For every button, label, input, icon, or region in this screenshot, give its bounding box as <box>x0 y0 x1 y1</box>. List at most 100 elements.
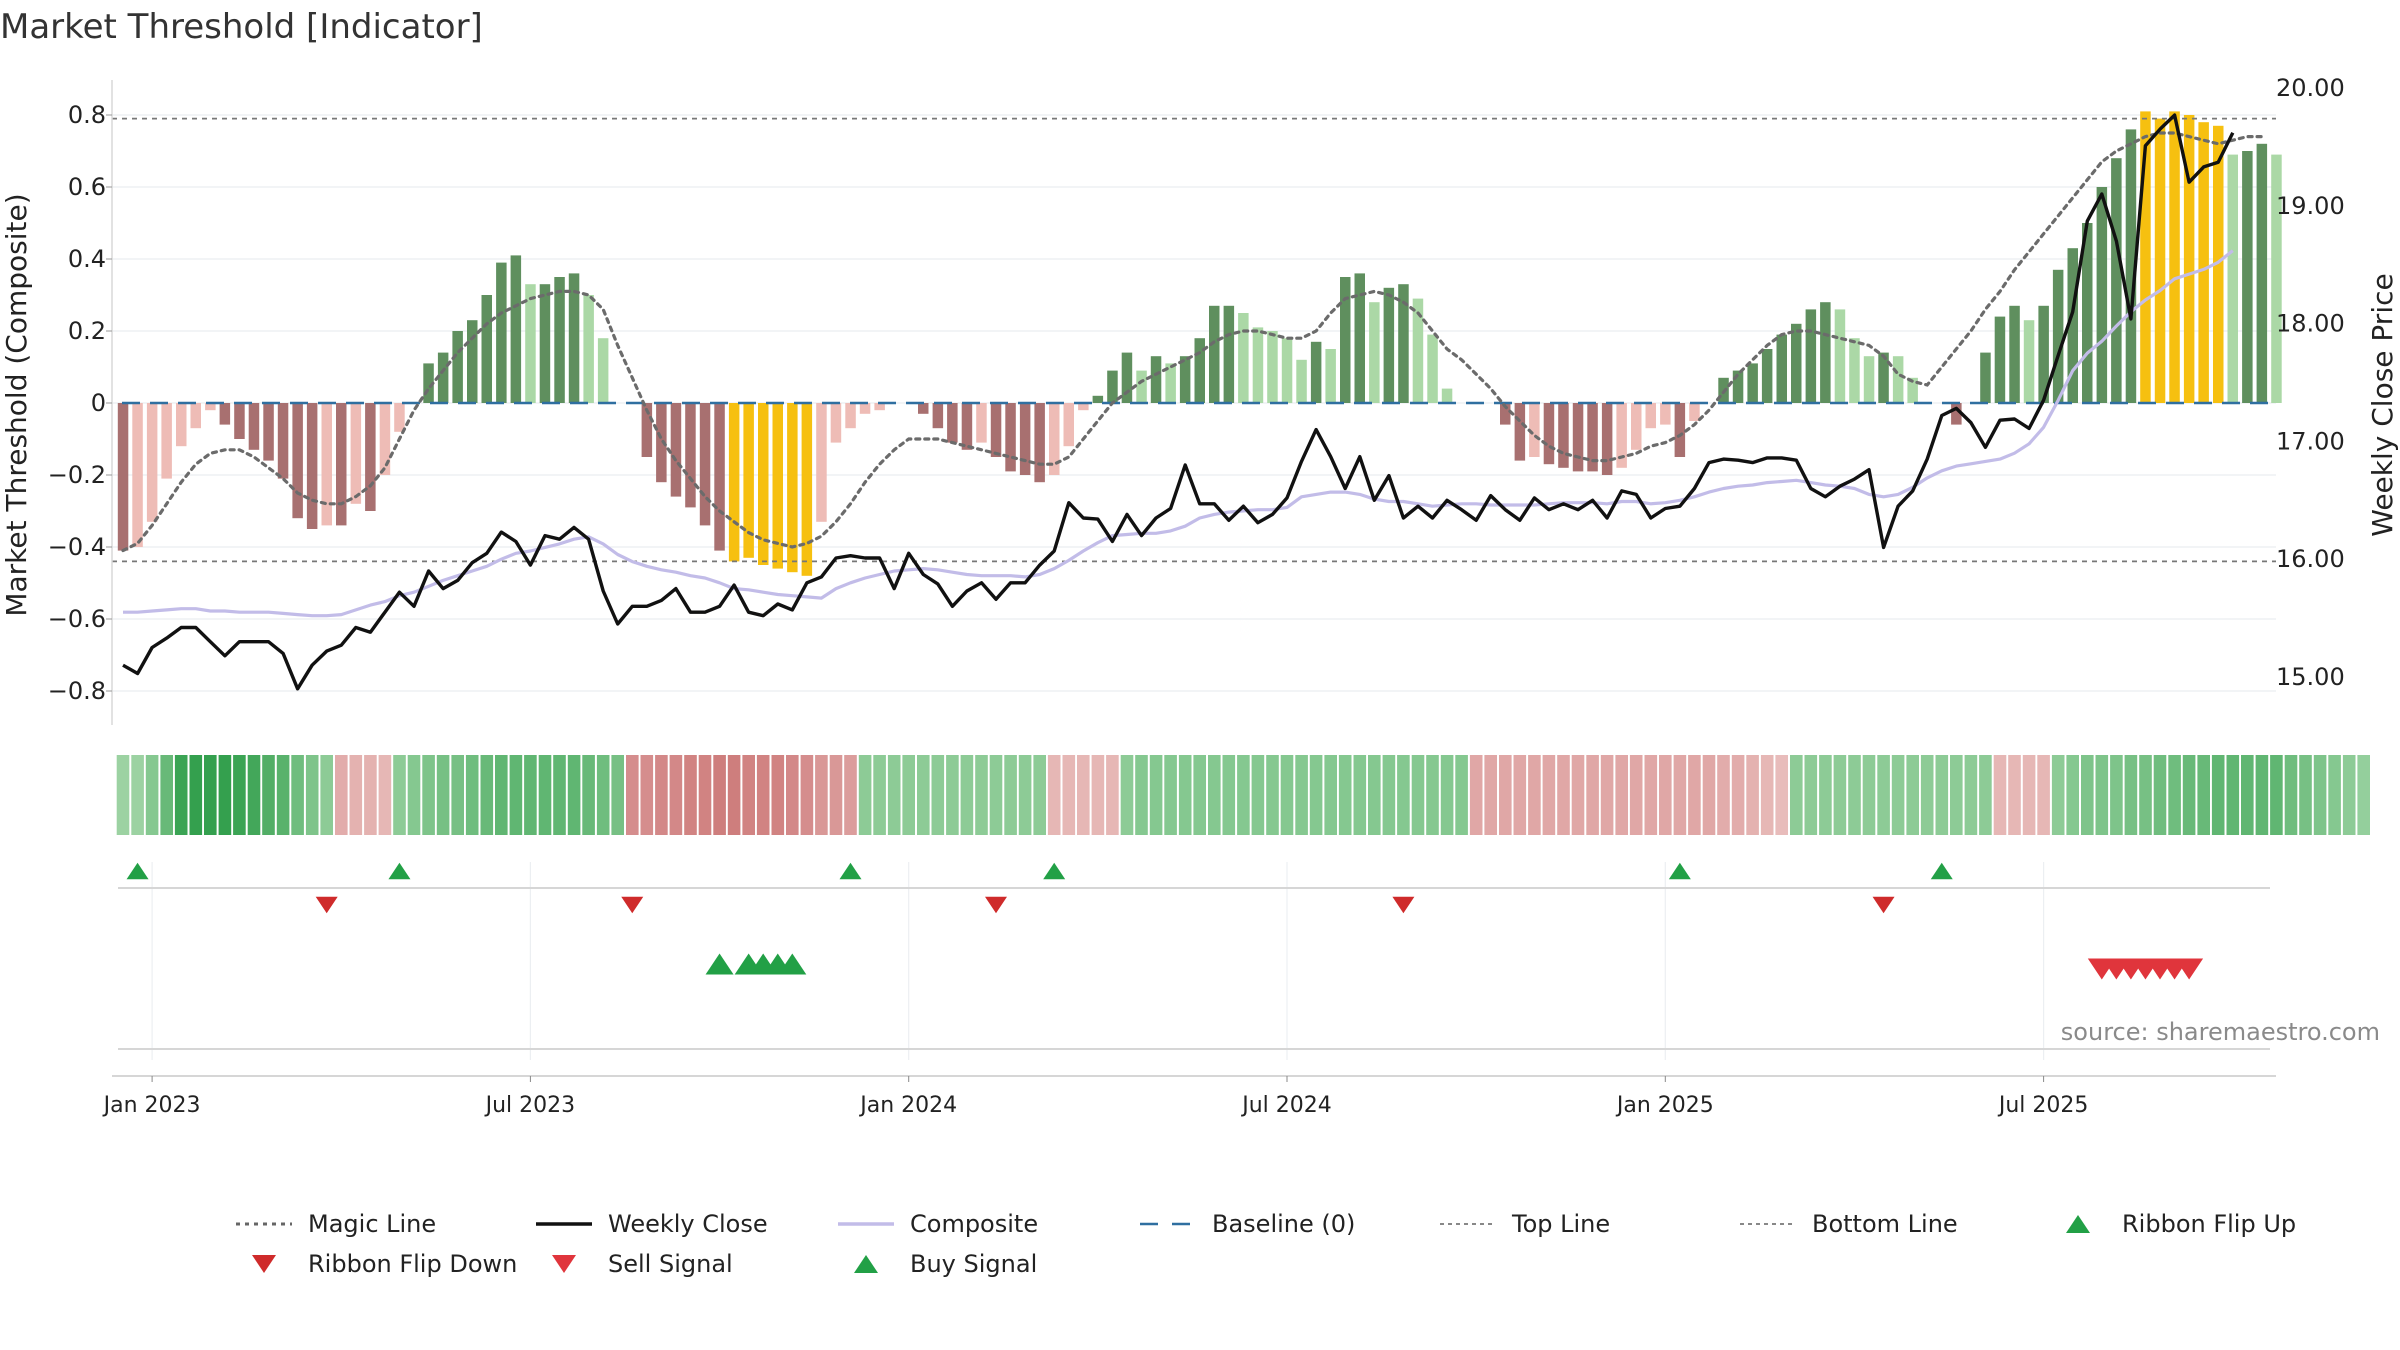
composite-bar <box>467 320 478 403</box>
composite-bar <box>525 284 536 403</box>
ribbon-cell <box>1877 755 1890 835</box>
composite-bar <box>932 403 944 429</box>
composite-bar <box>219 403 231 425</box>
composite-bar <box>2067 248 2078 403</box>
ribbon-cell <box>684 755 697 835</box>
legend-label: Baseline (0) <box>1212 1210 1355 1238</box>
ribbon-flip-down-marker <box>985 896 1007 914</box>
composite-bar <box>1732 370 1744 403</box>
composite-bars <box>117 111 2282 576</box>
ribbon-cell <box>1208 755 1221 835</box>
ribbon-cell <box>1499 755 1512 835</box>
ribbon-cell <box>131 755 144 835</box>
ribbon-cell <box>960 755 974 835</box>
ribbon-cell <box>2037 755 2050 835</box>
composite-bar <box>1049 403 1060 475</box>
ribbon-cell <box>786 755 799 835</box>
composite-bar <box>2256 143 2268 404</box>
composite-bar <box>1834 309 1846 403</box>
ribbon-cell <box>1760 755 1774 835</box>
ribbon-cell <box>1033 755 1046 835</box>
ribbon-cell <box>567 755 581 835</box>
ribbon-strip <box>116 755 2370 835</box>
composite-bar <box>1281 338 1293 403</box>
ribbon-cell <box>946 755 959 835</box>
composite-bar <box>990 403 1002 457</box>
ribbon-cell <box>2124 755 2138 835</box>
y-tick-left-label: 0.6 <box>68 173 106 201</box>
composite-bar <box>1441 388 1453 403</box>
ribbon-flip-up-marker <box>1043 862 1066 880</box>
composite-bar <box>1776 334 1787 403</box>
composite-bar <box>1660 403 1671 425</box>
y-tick-right-label: 17.00 <box>2276 427 2345 455</box>
composite-bar <box>132 403 143 547</box>
ribbon-cell <box>582 755 595 835</box>
composite-bar <box>539 284 551 403</box>
legend-label: Ribbon Flip Up <box>2122 1210 2296 1238</box>
ribbon-cell <box>1775 755 1788 835</box>
ribbon-cell <box>1600 755 1614 835</box>
ribbon-cell <box>1571 755 1585 835</box>
ribbon-cell <box>611 755 624 835</box>
ribbon-cell <box>2051 755 2065 835</box>
composite-bar <box>699 403 711 526</box>
ribbon-cell <box>1018 755 1032 835</box>
ribbon-cell <box>2226 755 2240 835</box>
date-axis: Jan 2023 Jul 2023 Jan 2024 Jul 2024 Jan 2025… <box>102 1076 2088 1118</box>
ribbon-cell <box>1469 755 1483 835</box>
ribbon-cell <box>2081 755 2094 835</box>
composite-bar <box>1558 403 1569 468</box>
legend-label: Ribbon Flip Down <box>308 1250 517 1278</box>
y-tick-left-label: 0.4 <box>68 245 106 273</box>
composite-bar <box>2154 118 2166 403</box>
composite-line <box>123 249 2234 618</box>
ribbon-cell <box>451 755 464 835</box>
ribbon-cell <box>1120 755 1134 835</box>
composite-bar <box>2111 158 2122 403</box>
ribbon-cell <box>1629 755 1643 835</box>
source-credit: source: sharemaestro.com <box>2061 1018 2380 1046</box>
ribbon-cell <box>1280 755 1294 835</box>
ribbon-cell <box>2110 755 2123 835</box>
ribbon-cell <box>626 755 639 835</box>
composite-bar <box>1063 403 1074 447</box>
ribbon-cell <box>1702 755 1716 835</box>
magic-line <box>121 131 2264 553</box>
ribbon-cell <box>422 755 435 835</box>
ribbon-cell <box>1077 755 1090 835</box>
composite-bar <box>350 403 362 504</box>
y-tick-left-label: 0 <box>91 389 106 417</box>
composite-bar <box>1616 403 1627 468</box>
composite-bar <box>583 295 594 403</box>
ribbon-cell <box>1368 755 1381 835</box>
ribbon-cell <box>829 755 843 835</box>
ribbon-cell <box>1615 755 1628 835</box>
ribbon-cell <box>1455 755 1468 835</box>
ribbon-cell <box>1833 755 1847 835</box>
composite-bar <box>845 403 856 429</box>
ribbon-cell <box>887 755 901 835</box>
ribbon-cell <box>480 755 494 835</box>
ribbon-cell <box>655 755 668 835</box>
composite-bar <box>2052 269 2064 403</box>
composite-bar <box>1543 403 1555 465</box>
ribbon-cell <box>1047 755 1061 835</box>
ribbon-cell <box>1717 755 1730 835</box>
ribbon-cell <box>1353 755 1367 835</box>
reference-lines <box>112 117 2276 563</box>
ribbon-cell <box>1178 755 1192 835</box>
composite-bar <box>1165 363 1176 403</box>
ribbon-cell <box>1659 755 1672 835</box>
ribbon-cell <box>1964 755 1978 835</box>
composite-bar <box>263 403 274 461</box>
x-tick-label: Jan 2023 <box>102 1093 201 1118</box>
composite-bar <box>1354 273 1365 403</box>
ribbon-cell <box>1411 755 1425 835</box>
ribbon-cell <box>1324 755 1337 835</box>
composite-bar <box>1951 403 1962 425</box>
y-tick-right-label: 18.00 <box>2276 310 2345 338</box>
legend-item: Buy Signal <box>854 1250 1037 1278</box>
ribbon-cell <box>2095 755 2109 835</box>
